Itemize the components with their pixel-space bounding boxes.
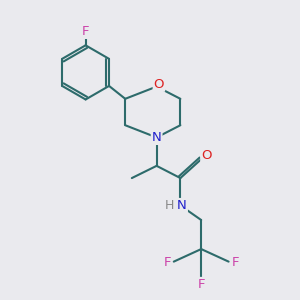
- Text: O: O: [201, 149, 212, 162]
- Text: O: O: [154, 78, 164, 91]
- Text: F: F: [164, 256, 171, 269]
- Text: F: F: [232, 256, 239, 269]
- Text: F: F: [82, 25, 89, 38]
- Text: F: F: [197, 278, 205, 291]
- Text: H: H: [165, 199, 175, 212]
- Text: N: N: [152, 131, 161, 144]
- Text: N: N: [177, 199, 187, 212]
